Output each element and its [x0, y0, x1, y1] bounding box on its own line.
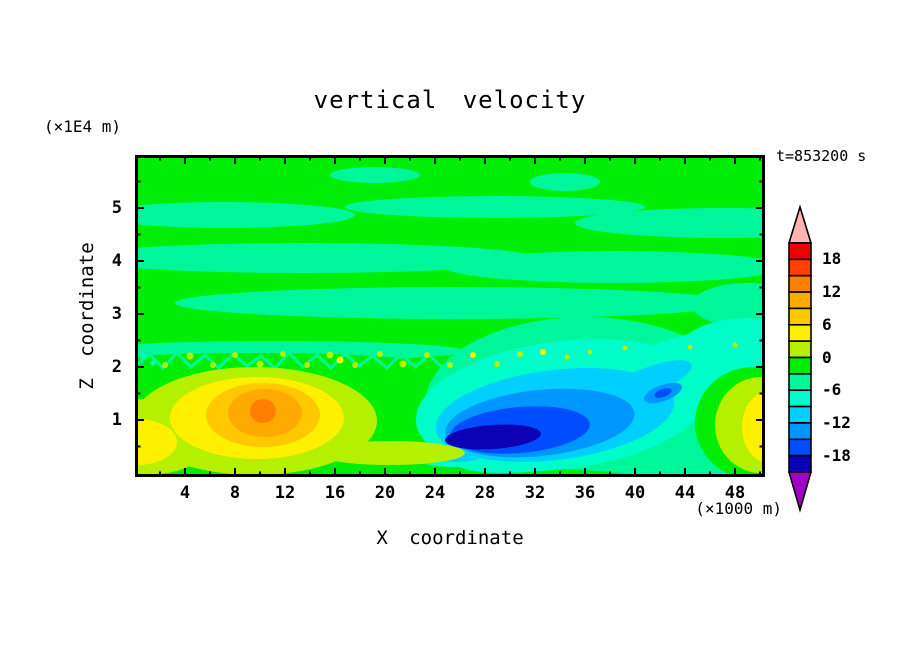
colorbar-tick-label: 0	[822, 347, 832, 367]
colorbar-band	[788, 438, 812, 457]
z-axis-title: Z coordinate	[76, 242, 98, 390]
colorbar-band	[788, 274, 812, 293]
colorbar-below-min-arrow	[787, 471, 813, 513]
x-tick-label: 16	[324, 483, 346, 503]
x-axis-title: X coordinate	[376, 527, 524, 549]
colorbar-band	[788, 340, 812, 359]
contour-plot	[135, 155, 765, 477]
colorbar-tick-label: -6	[822, 380, 842, 400]
z-axis-unit-label: (×1E4 m)	[44, 117, 122, 136]
x-axis-unit-label: (×1000 m)	[695, 499, 782, 518]
colorbar-band	[788, 242, 812, 261]
colorbar-band	[788, 307, 812, 326]
colorbar-tick-label: -12	[822, 412, 851, 432]
colorbar-graphic	[787, 205, 813, 513]
colorbar-band	[788, 389, 812, 408]
z-tick-label: 4	[111, 251, 122, 271]
x-tick-label: 20	[374, 483, 396, 503]
z-tick-label: 1	[111, 410, 122, 430]
x-tick-label: 32	[524, 483, 546, 503]
colorbar-above-max-arrow	[787, 205, 813, 244]
colorbar-band	[788, 323, 812, 342]
colorbar-tick-label: 18	[822, 249, 842, 269]
z-tick-label: 3	[111, 304, 122, 324]
colorbar-bands	[788, 242, 812, 473]
z-tick-label: 2	[111, 357, 122, 377]
x-tick-label: 4	[179, 483, 191, 503]
x-tick-label: 44	[674, 483, 696, 503]
x-tick-label: 12	[274, 483, 296, 503]
updraft-region	[135, 367, 465, 475]
colorbar-band	[788, 422, 812, 441]
colorbar-band	[788, 454, 812, 473]
colorbar-tick-label: -18	[822, 445, 851, 465]
colorbar-tick-label: 12	[822, 282, 842, 302]
x-tick-label: 24	[424, 483, 446, 503]
page-title: vertical velocity	[313, 86, 587, 114]
colorbar-band	[788, 291, 812, 310]
colorbar-band	[788, 356, 812, 375]
turbulence-speckles	[140, 342, 738, 368]
colorbar-band	[788, 373, 812, 392]
x-tick-label: 28	[474, 483, 496, 503]
x-tick-label: 36	[574, 483, 596, 503]
time-label: t=853200 s	[776, 147, 867, 165]
colorbar-band	[788, 405, 812, 424]
plot-frame	[135, 155, 765, 477]
x-tick-label: 8	[229, 483, 241, 503]
colorbar-band	[788, 258, 812, 277]
z-tick-label: 5	[111, 198, 122, 218]
contour-map	[135, 155, 765, 477]
colorbar-tick-label: 6	[822, 314, 832, 334]
x-tick-label: 40	[624, 483, 646, 503]
right-edge-updraft	[695, 367, 765, 477]
colorbar	[784, 205, 816, 513]
x-tick-label: 48	[724, 483, 746, 503]
